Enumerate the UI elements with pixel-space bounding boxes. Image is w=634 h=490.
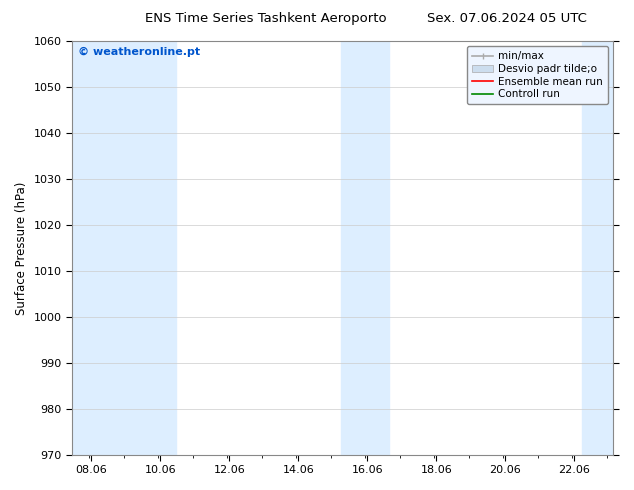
- Bar: [341, 41, 389, 455]
- Text: Sex. 07.06.2024 05 UTC: Sex. 07.06.2024 05 UTC: [427, 12, 587, 25]
- Bar: [124, 41, 176, 455]
- Bar: [72, 41, 124, 455]
- Bar: [583, 41, 614, 455]
- Legend: min/max, Desvio padr tilde;o, Ensemble mean run, Controll run: min/max, Desvio padr tilde;o, Ensemble m…: [467, 46, 608, 104]
- Text: ENS Time Series Tashkent Aeroporto: ENS Time Series Tashkent Aeroporto: [145, 12, 387, 25]
- Y-axis label: Surface Pressure (hPa): Surface Pressure (hPa): [15, 181, 28, 315]
- Text: © weatheronline.pt: © weatheronline.pt: [77, 47, 200, 57]
